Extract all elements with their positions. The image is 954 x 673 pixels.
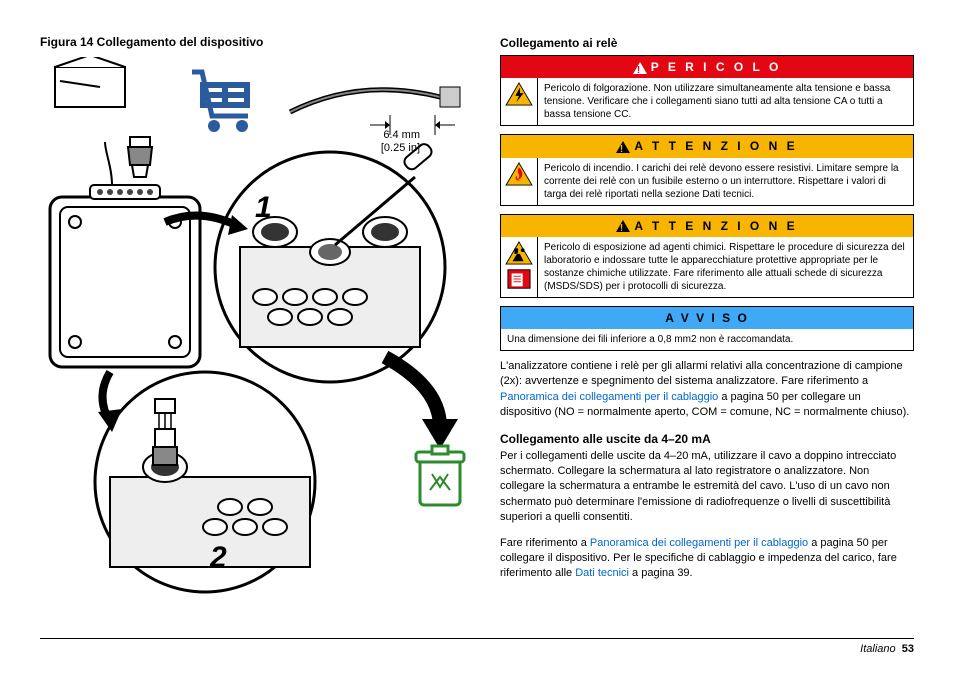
svg-text:!: !	[620, 223, 626, 232]
caution-text-1: Pericolo di incendio. I carichi dei relè…	[537, 158, 913, 205]
paragraph-1: L'analizzatore contiene i relè per gli a…	[500, 359, 914, 421]
svg-text:1: 1	[255, 191, 272, 224]
danger-text: Pericolo di folgorazione. Non utilizzare…	[537, 78, 913, 125]
danger-header: !P E R I C O L O	[501, 56, 913, 78]
chemical-icon	[505, 241, 533, 265]
chem-icon-col	[501, 237, 537, 295]
recycle-bin-icon	[416, 446, 464, 505]
left-column: Figura 14 Collegamento del dispositivo	[40, 35, 480, 610]
danger-box: !P E R I C O L O Pericolo di folgorazion…	[500, 55, 914, 126]
caution-text-2: Pericolo di esposizione ad agenti chimic…	[537, 237, 913, 297]
svg-text:!: !	[637, 65, 643, 74]
msds-icon	[505, 267, 533, 291]
fire-icon	[505, 162, 533, 186]
page: Figura 14 Collegamento del dispositivo	[0, 0, 954, 620]
cart-icon	[192, 72, 250, 132]
paragraph-3: Fare riferimento a Panoramica dei colleg…	[500, 536, 914, 582]
link-wiring-2[interactable]: Panoramica dei collegamenti per il cabla…	[590, 537, 808, 549]
section-title-relay: Collegamento ai relè	[500, 35, 914, 51]
shock-icon	[505, 82, 533, 106]
section-title-420: Collegamento alle uscite da 4–20 mA	[500, 431, 914, 447]
footer-language: Italiano	[860, 643, 895, 655]
footer-page-number: 53	[902, 643, 914, 655]
notice-header: A V V I S O	[501, 307, 913, 329]
danger-icon-col	[501, 78, 537, 110]
dimension-label: 6.4 mm [0.25 in]	[381, 129, 420, 155]
paragraph-2: Per i collegamenti delle uscite da 4–20 …	[500, 449, 914, 526]
caution-box-1: !A T T E N Z I O N E Pericolo di incendi…	[500, 134, 914, 205]
link-tech-data[interactable]: Dati tecnici	[575, 567, 629, 579]
caution-header-2: !A T T E N Z I O N E	[501, 215, 913, 237]
page-footer: Italiano 53	[40, 638, 914, 655]
right-column: Collegamento ai relè !P E R I C O L O Pe…	[500, 35, 914, 610]
figure-area: 1	[40, 57, 480, 597]
link-wiring-1[interactable]: Panoramica dei collegamenti per il cabla…	[500, 391, 718, 403]
notice-text: Una dimensione dei fili inferiore a 0,8 …	[501, 329, 913, 350]
caution-header-1: !A T T E N Z I O N E	[501, 135, 913, 157]
figure-title: Figura 14 Collegamento del dispositivo	[40, 35, 480, 49]
svg-text:2: 2	[209, 541, 227, 574]
svg-text:!: !	[620, 144, 626, 153]
notice-box: A V V I S O Una dimensione dei fili infe…	[500, 306, 914, 351]
caution-box-2: !A T T E N Z I O N E	[500, 214, 914, 298]
fire-icon-col	[501, 158, 537, 190]
